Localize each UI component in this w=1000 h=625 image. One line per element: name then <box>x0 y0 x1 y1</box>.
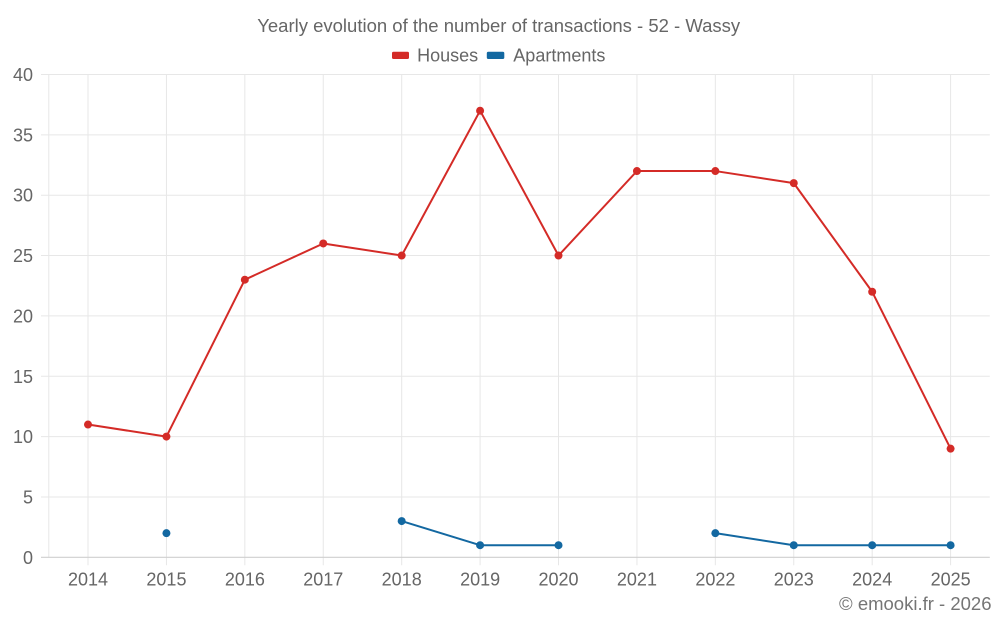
svg-text:10: 10 <box>13 427 33 447</box>
svg-text:2021: 2021 <box>617 570 657 590</box>
svg-text:0: 0 <box>23 548 33 568</box>
svg-text:2017: 2017 <box>303 570 343 590</box>
svg-text:2022: 2022 <box>695 570 735 590</box>
svg-text:2023: 2023 <box>774 570 814 590</box>
svg-text:© emooki.fr - 2026: © emooki.fr - 2026 <box>839 593 991 614</box>
svg-text:2018: 2018 <box>382 570 422 590</box>
svg-text:2015: 2015 <box>146 570 186 590</box>
svg-text:Yearly evolution of the number: Yearly evolution of the number of transa… <box>257 15 741 36</box>
svg-text:2019: 2019 <box>460 570 500 590</box>
svg-text:5: 5 <box>23 487 33 507</box>
svg-text:2014: 2014 <box>68 570 108 590</box>
svg-text:Apartments: Apartments <box>513 46 605 66</box>
svg-text:35: 35 <box>13 125 33 145</box>
svg-text:25: 25 <box>13 246 33 266</box>
svg-text:2016: 2016 <box>225 570 265 590</box>
svg-text:Houses: Houses <box>417 46 478 66</box>
svg-text:20: 20 <box>13 306 33 326</box>
svg-text:15: 15 <box>13 367 33 387</box>
svg-text:40: 40 <box>13 65 33 85</box>
svg-text:2020: 2020 <box>538 570 578 590</box>
svg-text:2025: 2025 <box>931 570 971 590</box>
svg-text:30: 30 <box>13 186 33 206</box>
svg-text:2024: 2024 <box>852 570 892 590</box>
